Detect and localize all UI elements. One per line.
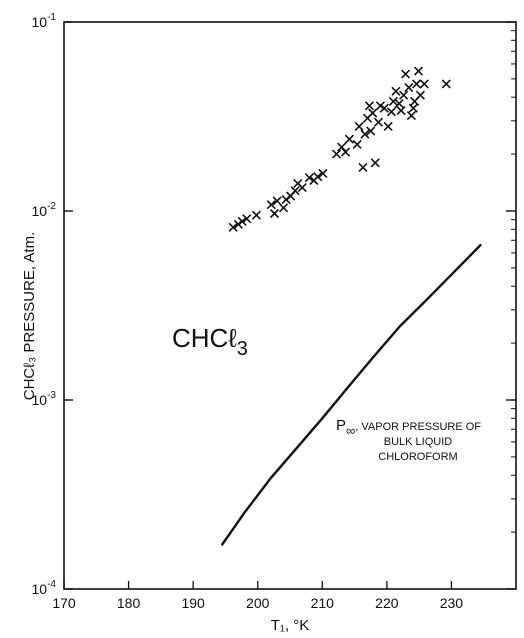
curve-label-p: P bbox=[336, 417, 346, 434]
scatter-point bbox=[368, 108, 378, 118]
compound-label-sub: 3 bbox=[237, 338, 248, 360]
curve-label-infinity: ∞ bbox=[346, 423, 355, 438]
scatter-point bbox=[411, 79, 422, 89]
x-tick-label: 180 bbox=[117, 595, 141, 611]
scatter-point bbox=[358, 162, 368, 173]
y-tick-label: 10-2 bbox=[32, 201, 57, 219]
scatter-point bbox=[354, 121, 364, 132]
scatter-point bbox=[331, 149, 342, 159]
vapor-curve-label-line3: CHLOROFORM bbox=[378, 451, 457, 463]
compound-label-main: CHCℓ bbox=[172, 323, 237, 353]
scatter-point bbox=[441, 79, 451, 89]
scatter-point bbox=[386, 107, 396, 117]
x-tick-label: 200 bbox=[246, 595, 270, 611]
plot-frame bbox=[63, 21, 517, 590]
x-tick-labels: 170 180 190 200 210 220 230 bbox=[52, 595, 463, 611]
scatter-point bbox=[373, 117, 384, 127]
scatter-point bbox=[228, 222, 238, 232]
scatter-point bbox=[313, 172, 323, 182]
scatter-point bbox=[266, 200, 276, 210]
scatter-point bbox=[415, 90, 425, 100]
scatter-point bbox=[399, 90, 409, 100]
x-ticks bbox=[63, 581, 453, 589]
scatter-point bbox=[370, 158, 380, 168]
y-major-ticks bbox=[64, 21, 516, 590]
scatter-point bbox=[251, 210, 261, 220]
x-tick-label: 230 bbox=[440, 595, 464, 611]
scatter-point bbox=[290, 186, 300, 196]
scatter-point bbox=[278, 203, 289, 213]
scatter-point bbox=[388, 96, 398, 106]
scatter-point bbox=[379, 103, 389, 113]
y-tick-label: 10-1 bbox=[32, 12, 57, 30]
scatter-point bbox=[337, 142, 347, 152]
y-tick-label: 10-4 bbox=[32, 579, 57, 597]
scatter-point bbox=[242, 214, 252, 224]
scatter-point bbox=[352, 139, 362, 150]
scatter-point bbox=[366, 126, 376, 136]
scatter-point bbox=[408, 103, 418, 113]
vapor-pressure-curve bbox=[221, 243, 482, 546]
x-tick-label: 170 bbox=[52, 595, 76, 611]
scatter-point bbox=[297, 183, 307, 193]
y-axis-title: CHCℓ₃ PRESSURE, Atm. bbox=[21, 232, 38, 401]
y-minor-ticks bbox=[511, 30, 516, 533]
scatter-point bbox=[269, 208, 280, 219]
scatter-point bbox=[401, 69, 411, 79]
scatter-point bbox=[419, 79, 429, 89]
vapor-curve-label-line2: BULK LIQUID bbox=[384, 436, 453, 448]
scatter-point bbox=[404, 82, 414, 93]
scatter-point bbox=[383, 121, 393, 132]
scatter-point bbox=[318, 168, 328, 179]
scatter-point bbox=[340, 147, 351, 157]
x-axis-title: T₁, °K bbox=[271, 617, 310, 634]
scatter-point bbox=[406, 110, 416, 121]
scatter-point bbox=[364, 101, 374, 111]
x-tick-label: 190 bbox=[181, 595, 205, 611]
x-tick-label: 210 bbox=[311, 595, 335, 611]
curve-label-text1: , VAPOR PRESSURE OF bbox=[355, 421, 481, 433]
y-tick-labels: 10-4 10-3 10-2 10-1 bbox=[32, 12, 57, 597]
scatter-point bbox=[391, 86, 401, 96]
scatter-point bbox=[304, 173, 314, 183]
scatter-point bbox=[396, 105, 406, 116]
scatter-point bbox=[394, 99, 404, 109]
scatter-point bbox=[237, 216, 247, 227]
scatter-point bbox=[360, 129, 370, 139]
vapor-curve-label-line1: P∞, VAPOR PRESSURE OF bbox=[336, 417, 481, 438]
scatter-points bbox=[228, 66, 451, 232]
x-tick-label: 220 bbox=[375, 595, 399, 611]
scatter-point bbox=[344, 134, 354, 144]
y-tick-label: 10-3 bbox=[32, 390, 57, 408]
scatter-point bbox=[413, 66, 424, 76]
compound-label: CHCℓ3 bbox=[172, 323, 248, 360]
